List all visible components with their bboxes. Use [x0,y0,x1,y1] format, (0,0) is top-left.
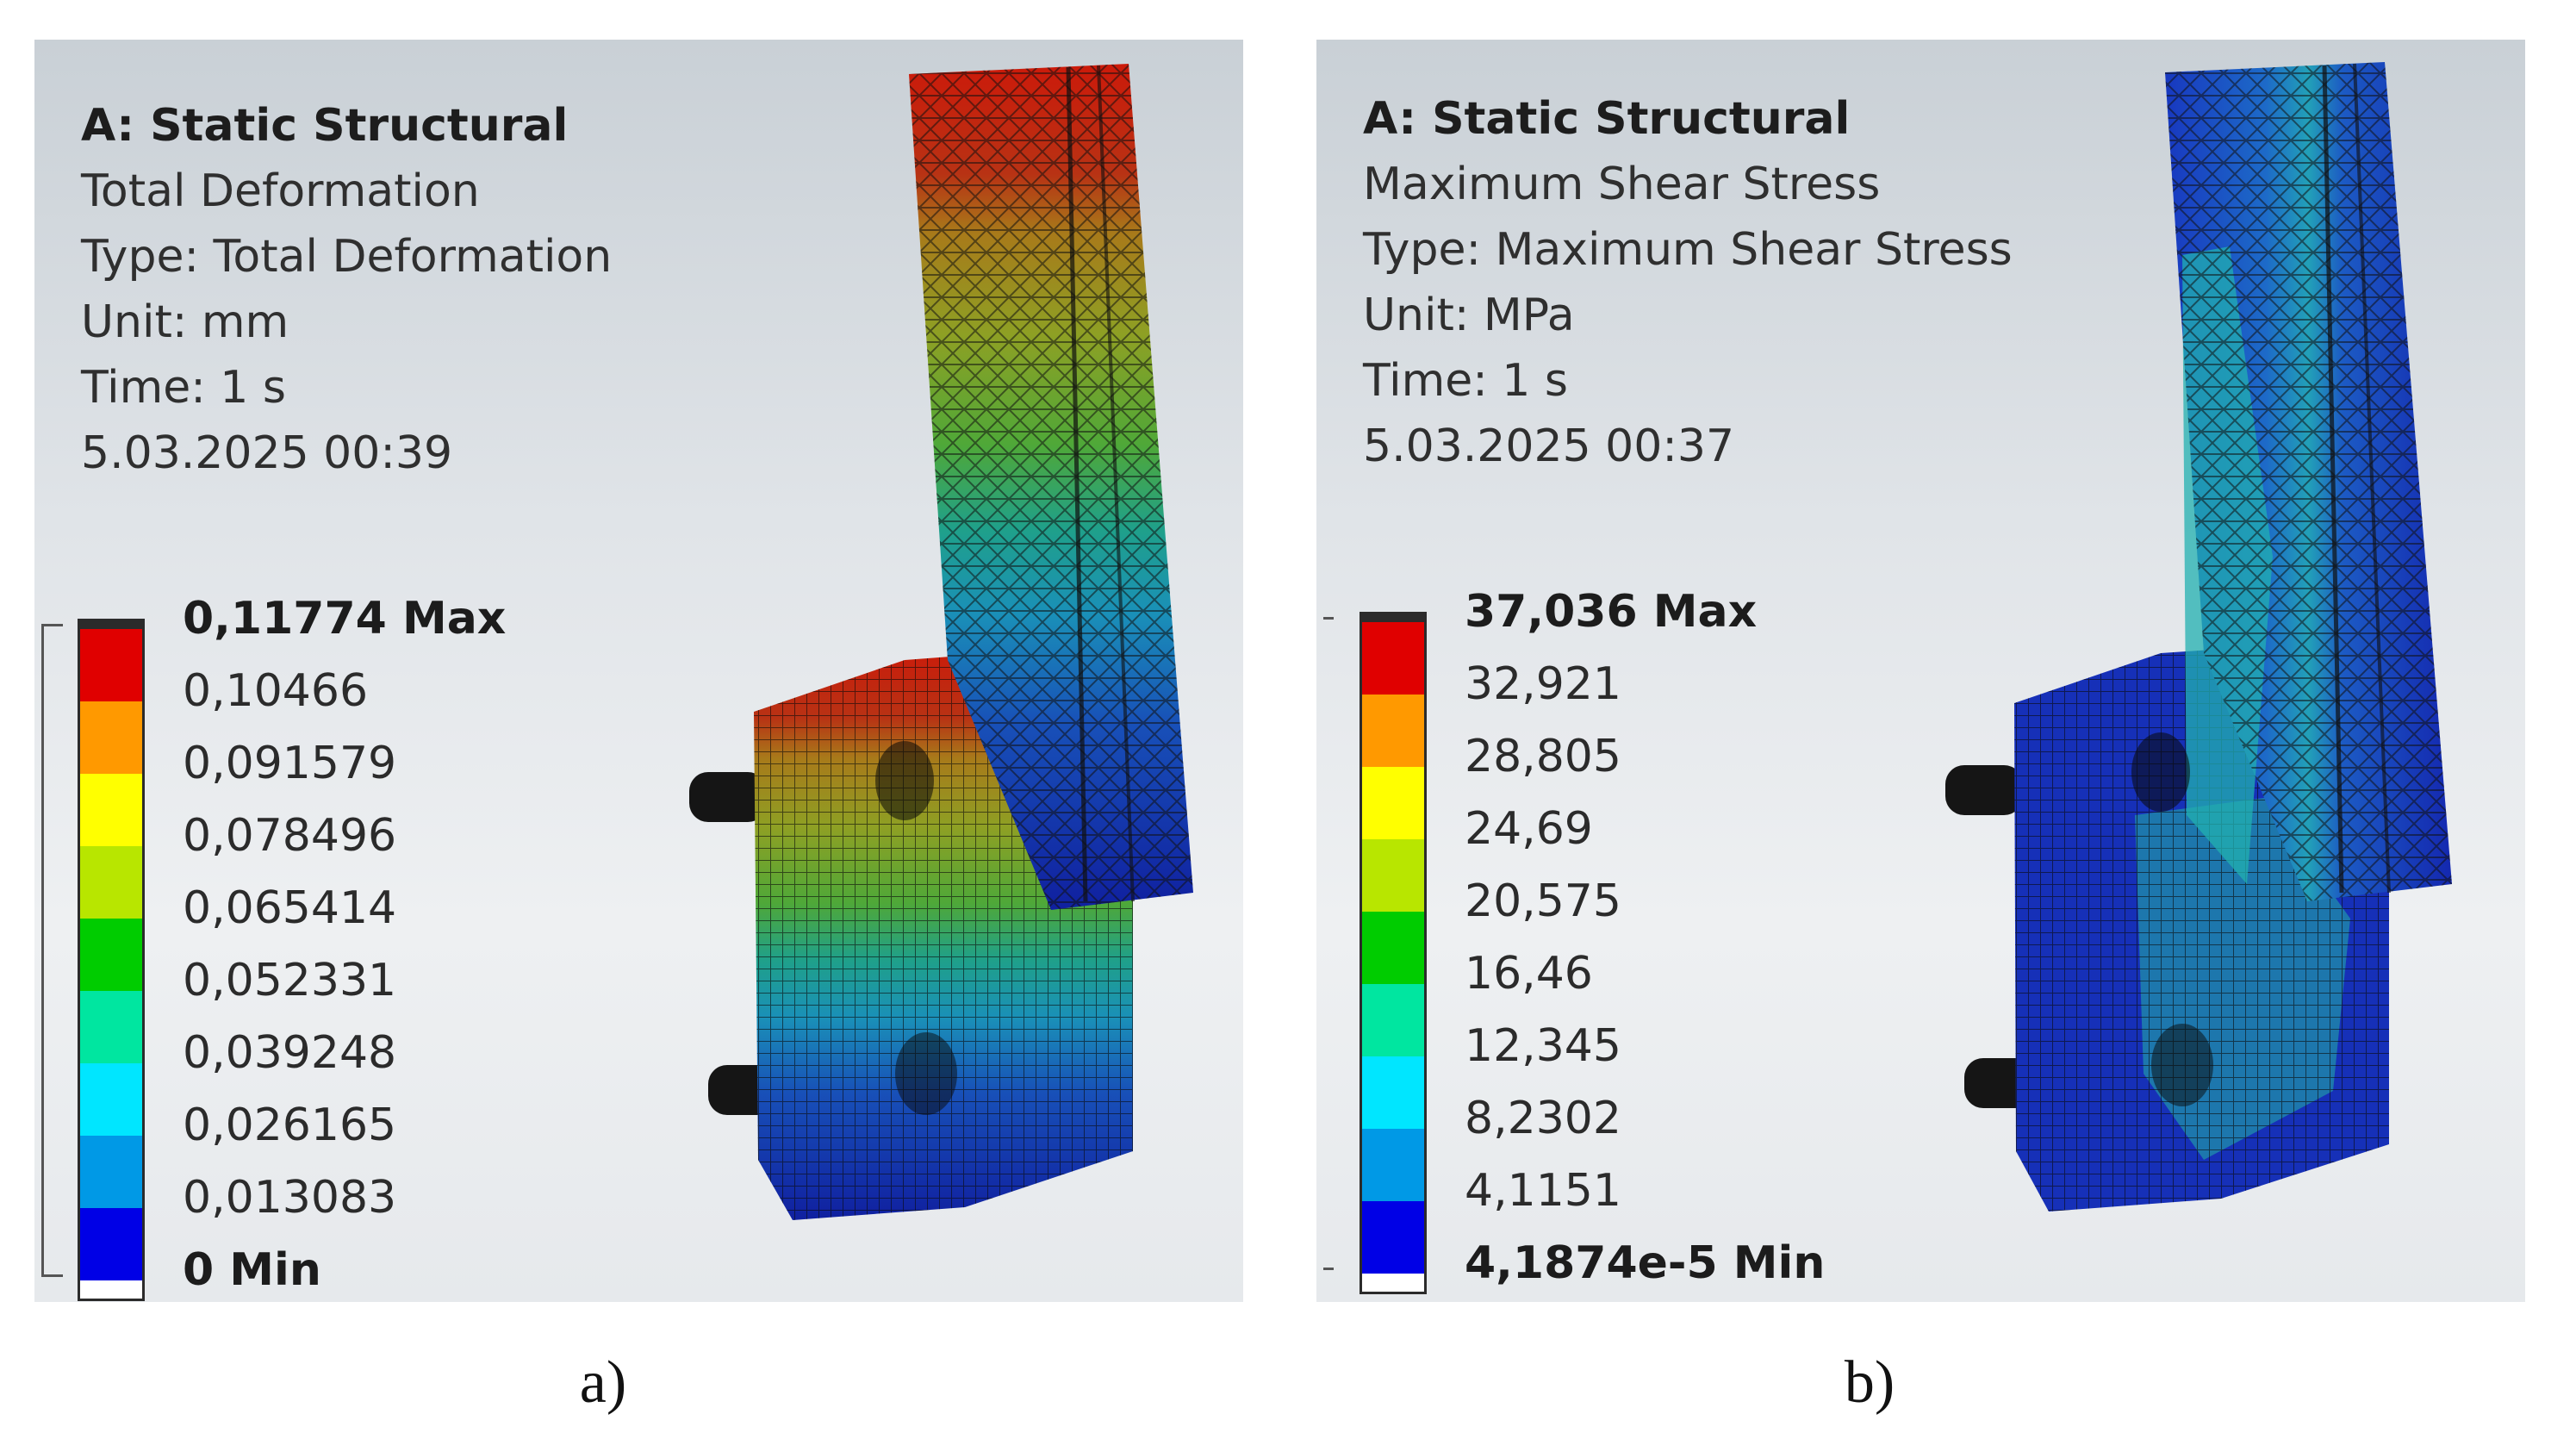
result-unit: Unit: MPa [1363,290,1575,341]
result-time: Time: 1 s [81,362,287,414]
result-timestamp: 5.03.2025 00:37 [1363,420,1735,472]
legend-label: 0,052331 [183,955,397,1006]
shear-stress-model-view[interactable] [1316,40,2525,1302]
pin-upper [1945,765,2023,815]
legend-max-label: 0,11774 Max [183,593,507,645]
result-name: Total Deformation [81,165,480,217]
legend-label: 28,805 [1465,731,1621,782]
analysis-title: A: Static Structural [1363,93,1851,145]
legend-label: 24,69 [1465,803,1593,855]
result-name: Maximum Shear Stress [1363,159,1881,210]
legend-label: 8,2302 [1465,1093,1621,1144]
color-legend[interactable]: 37,036 Max 32,921 28,805 24,69 20,575 16… [1316,567,1920,1302]
legend-label: 0,013083 [183,1172,397,1224]
deformation-model-view[interactable] [34,40,1243,1302]
result-type: Type: Maximum Shear Stress [1363,224,2013,276]
analysis-title: A: Static Structural [81,100,569,152]
legend-bracket [1323,617,1334,1270]
legend-max-label: 37,036 Max [1465,586,1758,638]
legend-min-label: 4,1874e-5 Min [1465,1237,1826,1289]
legend-label: 20,575 [1465,875,1621,927]
result-info-header: A: Static Structural Total Deformation T… [81,93,612,486]
pin-upper [689,772,767,822]
legend-label: 0,039248 [183,1027,397,1079]
result-info-header: A: Static Structural Maximum Shear Stres… [1363,86,2013,479]
legend-label: 12,345 [1465,1020,1621,1072]
legend-swatches [78,619,145,1301]
caption-a: a) [579,1349,627,1416]
result-type: Type: Total Deformation [81,231,613,283]
legend-label: 0,078496 [183,810,397,862]
legend-label: 0,10466 [183,665,369,717]
result-panel-max-shear-stress: A: Static Structural Maximum Shear Stres… [1316,40,2525,1302]
legend-bracket [41,624,63,1277]
caption-b: b) [1844,1349,1895,1416]
legend-swatches [1360,612,1427,1294]
result-panel-total-deformation: A: Static Structural Total Deformation T… [34,40,1243,1302]
legend-min-label: 0 Min [183,1244,321,1296]
legend-label: 0,026165 [183,1099,397,1151]
legend-label: 0,091579 [183,738,397,789]
legend-label: 0,065414 [183,882,397,934]
result-time: Time: 1 s [1363,355,1569,407]
color-legend[interactable]: 0,11774 Max 0,10466 0,091579 0,078496 0,… [34,574,638,1302]
legend-label: 32,921 [1465,658,1621,710]
legend-label: 4,1151 [1465,1165,1621,1217]
result-timestamp: 5.03.2025 00:39 [81,427,453,479]
legend-label: 16,46 [1465,948,1593,1000]
result-unit: Unit: mm [81,296,289,348]
